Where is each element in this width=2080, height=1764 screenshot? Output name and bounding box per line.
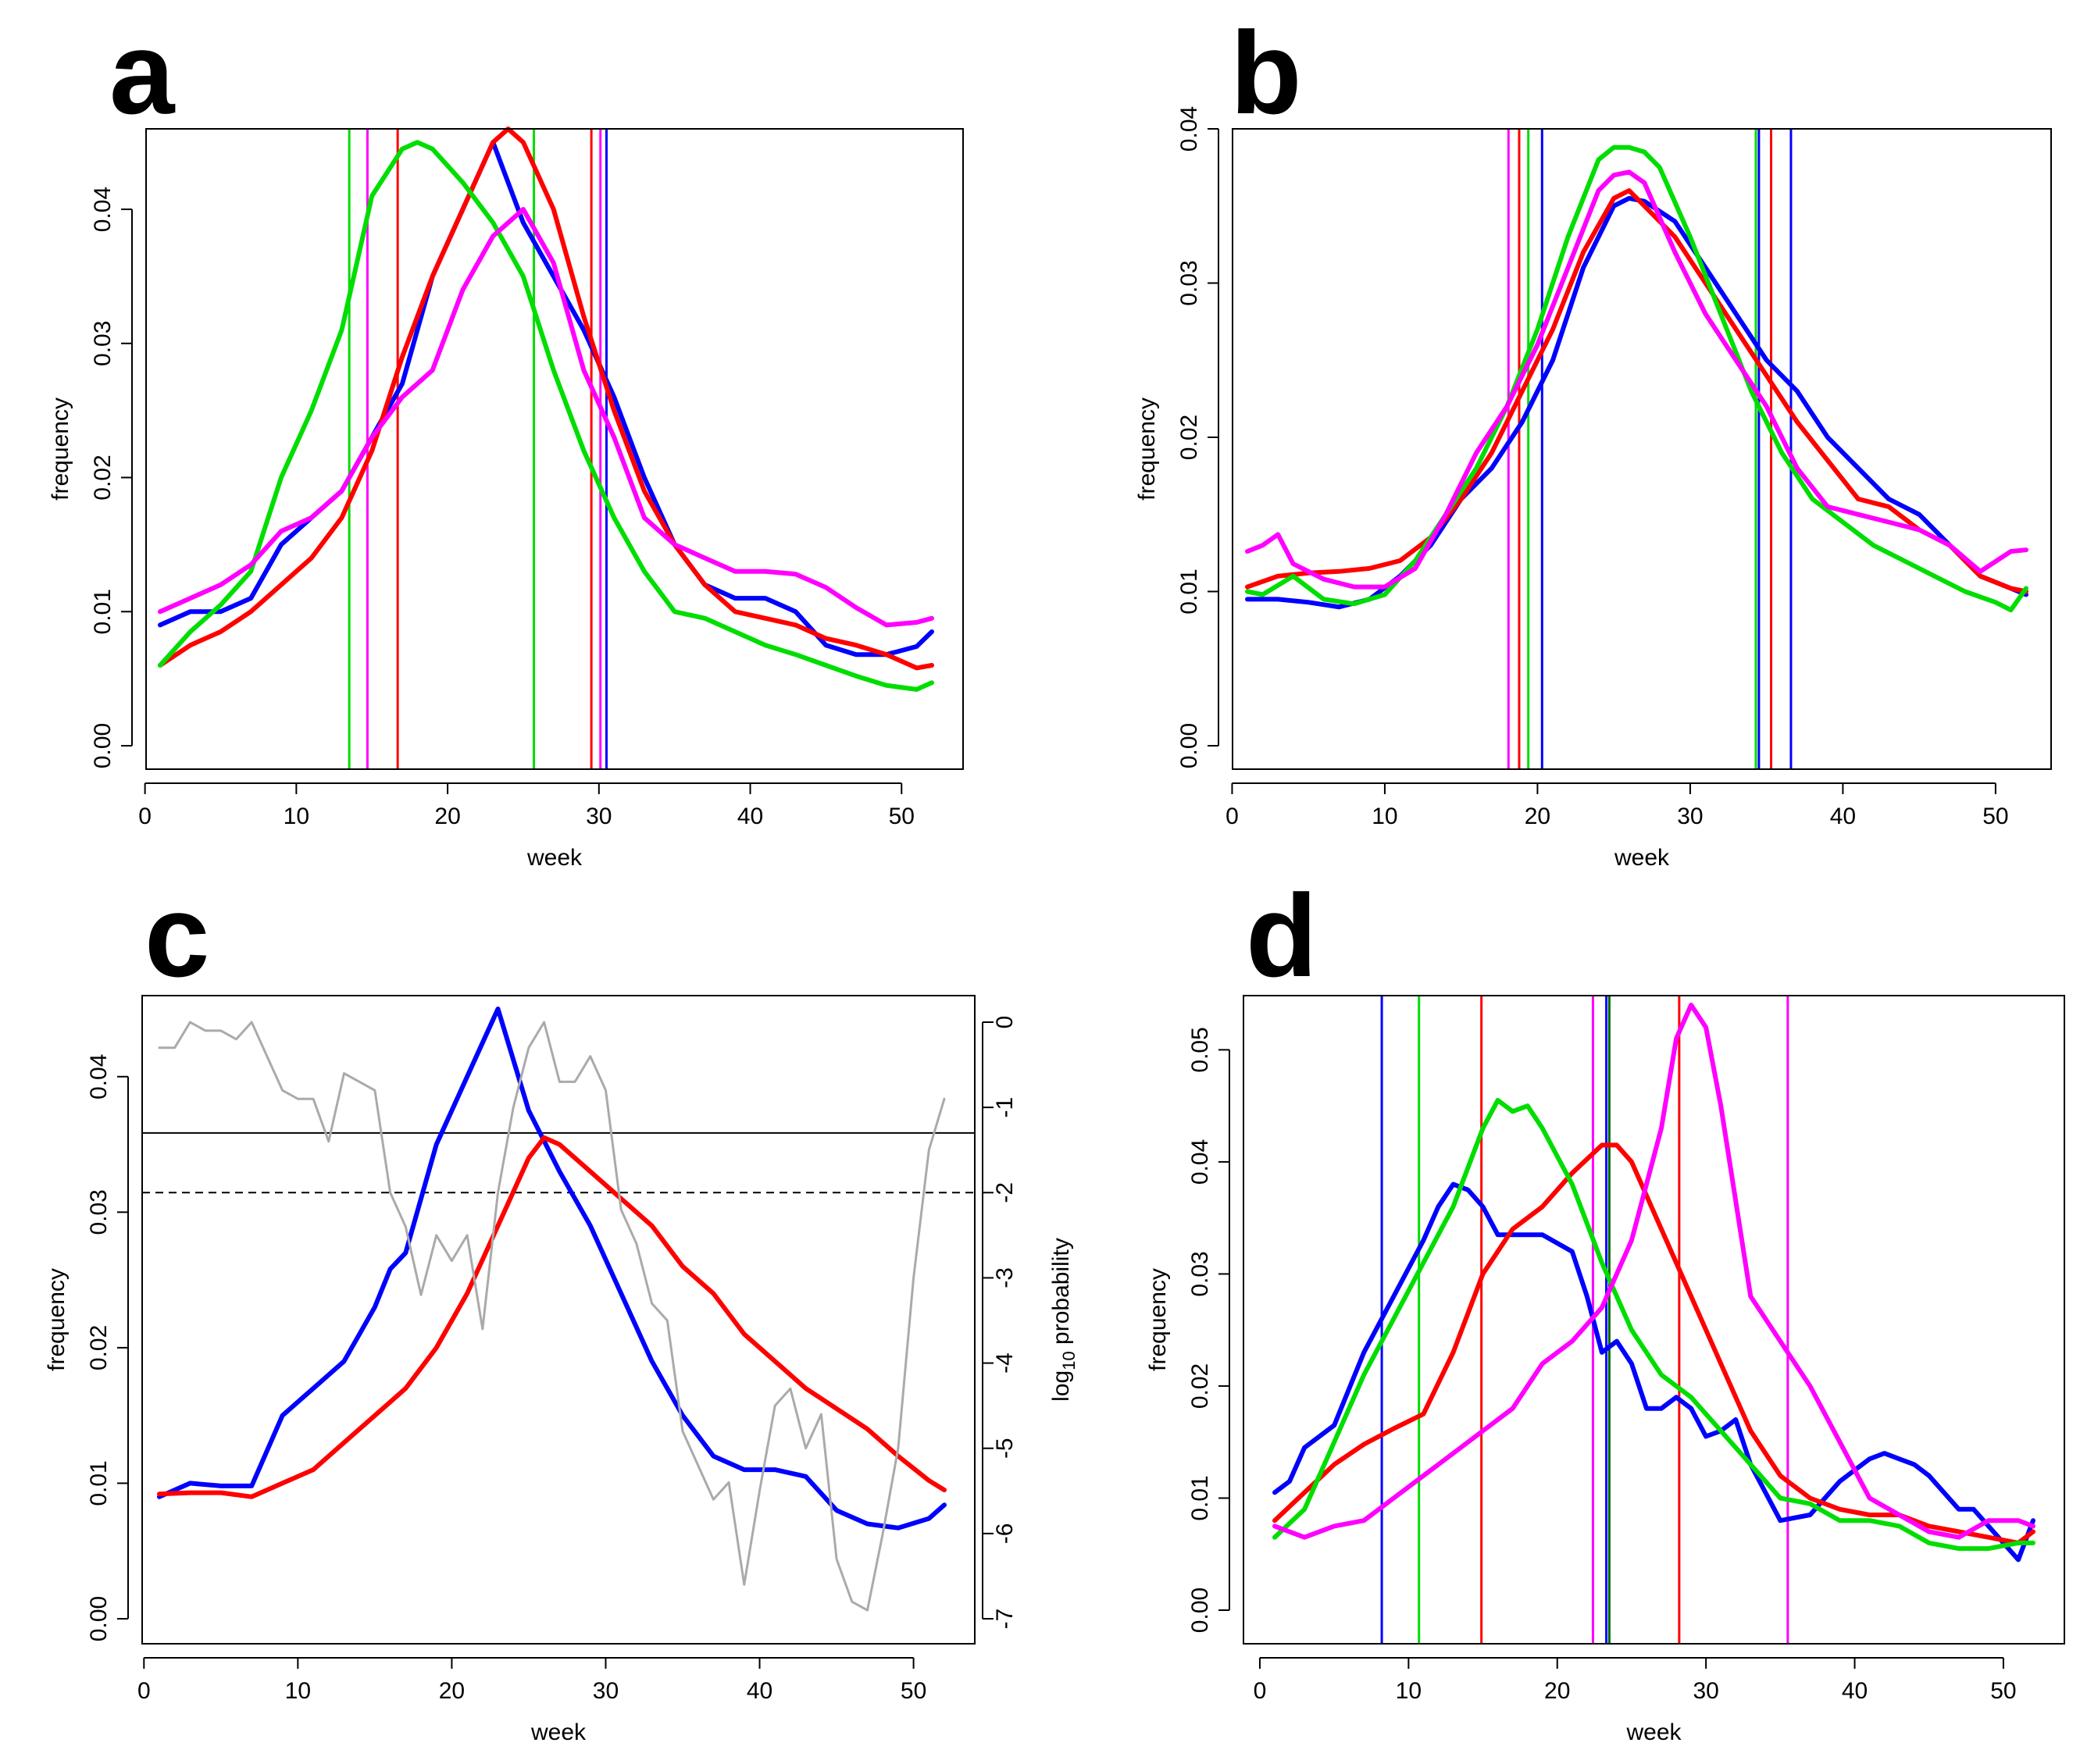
x-tick-label: 0 <box>137 1678 151 1704</box>
x-tick-label: 30 <box>1693 1678 1718 1704</box>
y2-tick-label: -7 <box>992 1609 1018 1630</box>
plot-frame <box>1243 995 2065 1645</box>
x-tick-label: 30 <box>1677 804 1703 829</box>
y-tick-label: 0.02 <box>86 1325 112 1370</box>
x-tick-label: 40 <box>737 804 763 829</box>
y-tick-label: 0.00 <box>1176 723 1202 768</box>
y-tick-label: 0.00 <box>1187 1588 1213 1633</box>
y-tick-label: 0.00 <box>86 1596 112 1641</box>
x-tick-label: 50 <box>901 1678 926 1704</box>
series-line-red <box>1272 1142 2035 1545</box>
panel-c: c 0 10 20 30 40 50 week 0.00 0.01 0.02 0.03 0.04 freq… <box>44 870 1079 1745</box>
y-tick-label: 0.01 <box>1176 568 1202 614</box>
x-tick-label: 10 <box>1396 1678 1422 1704</box>
y-axis-title: frequency <box>48 397 73 501</box>
series-line-green <box>158 140 934 692</box>
series-line-green <box>1245 144 2028 613</box>
y-tick-label: 0.04 <box>1187 1139 1213 1185</box>
y-tick-label: 0.04 <box>1176 106 1202 151</box>
series-line-red <box>158 127 934 671</box>
x-tick-label: 20 <box>434 804 460 829</box>
x-tick-label: 10 <box>284 804 309 829</box>
panel-letter: d <box>1246 870 1318 1001</box>
series-line-gray <box>158 1021 946 1612</box>
x-tick-label: 20 <box>1525 804 1550 829</box>
y2-tick-label: 0 <box>992 1016 1018 1029</box>
panel-letter: a <box>109 7 176 138</box>
series-line-magenta <box>1272 1003 2035 1540</box>
y-tick-label: 0.05 <box>1187 1027 1213 1072</box>
x-tick-label: 0 <box>138 804 152 829</box>
x-tick-label: 0 <box>1254 1678 1267 1704</box>
y-tick-label: 0.03 <box>1176 260 1202 305</box>
y2-tick-label: -1 <box>992 1097 1018 1118</box>
y-tick-label: 0.02 <box>1187 1363 1213 1409</box>
y2-tick-label: -4 <box>992 1352 1018 1374</box>
y-axis-title: frequency <box>1145 1268 1171 1371</box>
series-line-magenta <box>158 207 934 628</box>
y-tick-label: 0.02 <box>90 454 116 500</box>
y-tick-label: 0.03 <box>1187 1251 1213 1296</box>
y-tick-label: 0.04 <box>90 187 116 232</box>
panel-letter: c <box>144 870 209 1001</box>
x-tick-label: 30 <box>593 1678 619 1704</box>
plot-frame <box>145 128 964 770</box>
y-tick-label: 0.03 <box>86 1189 112 1235</box>
y-tick-label: 0.01 <box>90 589 116 634</box>
x-axis-title: week <box>1614 845 1670 871</box>
y2-title-subscript: 10 <box>1059 1351 1079 1370</box>
x-tick-label: 40 <box>1842 1678 1868 1704</box>
y-tick-label: 0.03 <box>90 321 116 366</box>
y-axis-title: frequency <box>1134 397 1160 501</box>
y-axis-title: frequency <box>44 1268 70 1371</box>
plot-frame <box>141 995 976 1645</box>
y2-tick-label: -3 <box>992 1267 1018 1288</box>
x-tick-label: 30 <box>586 804 612 829</box>
panel-letter: b <box>1230 7 1302 138</box>
series-line-red <box>157 1135 947 1499</box>
plot-frame <box>1232 128 2052 770</box>
y2-tick-label: -6 <box>992 1523 1018 1545</box>
x-axis-title: week <box>1625 1719 1682 1745</box>
y2-tick-label: -2 <box>992 1182 1018 1203</box>
series-line-red <box>1245 188 2028 594</box>
y2-title-log: log <box>1048 1370 1074 1402</box>
y-tick-label: 0.04 <box>86 1054 112 1099</box>
panel-d: d 0 10 20 30 40 50 week 0.00 0.01 0.02 0.03 0.04 0.05… <box>1145 870 2065 1745</box>
x-tick-label: 50 <box>889 804 915 829</box>
x-tick-label: 50 <box>1990 1678 2016 1704</box>
y2-title-probability: probability <box>1048 1238 1074 1351</box>
x-tick-label: 0 <box>1226 804 1239 829</box>
y-tick-label: 0.02 <box>1176 415 1202 460</box>
x-tick-label: 50 <box>1982 804 2008 829</box>
x-tick-label: 10 <box>1372 804 1397 829</box>
x-axis-title: week <box>526 845 583 871</box>
x-tick-label: 40 <box>1830 804 1856 829</box>
x-tick-label: 40 <box>747 1678 772 1704</box>
y-tick-label: 0.01 <box>86 1460 112 1506</box>
panel-b: b 0 10 20 30 40 50 week 0.00 0.01 0.02 0.03 0.04 freq… <box>1134 7 2052 871</box>
y-tick-label: 0.00 <box>90 723 116 768</box>
y2-tick-label: -5 <box>992 1438 1018 1459</box>
x-tick-label: 10 <box>285 1678 311 1704</box>
series-line-magenta <box>1245 169 2028 590</box>
y2-axis-title: log10 probability <box>1048 1238 1079 1402</box>
x-tick-label: 20 <box>1544 1678 1570 1704</box>
y-tick-label: 0.01 <box>1187 1475 1213 1520</box>
x-axis-title: week <box>530 1719 587 1745</box>
x-tick-label: 20 <box>439 1678 465 1704</box>
series-line-blue <box>1272 1181 2035 1563</box>
panel-a: a 0 10 20 30 40 50 week 0.00 0.01 0.02 0.03 0.04 freq… <box>48 7 964 871</box>
series-line-green <box>1272 1098 2035 1552</box>
